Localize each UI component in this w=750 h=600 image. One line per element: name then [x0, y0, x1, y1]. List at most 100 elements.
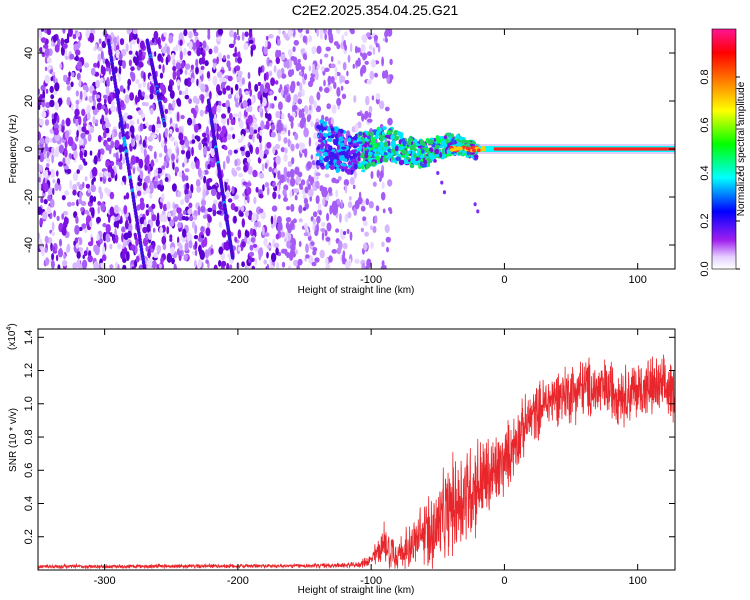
spectrogram-noise-cell — [269, 62, 273, 67]
spectrogram-noise-cell — [223, 145, 228, 151]
spectrogram-carrier-cell — [379, 157, 383, 163]
spectrogram-carrier-cell — [476, 148, 481, 153]
spectrogram-carrier-cell — [345, 145, 350, 151]
spectrogram-noise-cell — [137, 181, 143, 187]
spectrogram-noise-cell — [149, 145, 153, 152]
spectrogram-noise-cell — [247, 165, 253, 175]
spectrogram-noise-cell — [308, 34, 313, 43]
spectrogram-noise-cell — [50, 231, 56, 236]
spectrogram-noise-cell — [187, 50, 192, 56]
spectrogram-ytick-label: -40 — [23, 237, 35, 253]
spectrogram-noise-cell — [289, 254, 294, 261]
spectrogram-noise-cell — [235, 65, 241, 72]
spectrogram-noise-cell — [237, 229, 242, 239]
spectrogram-noise-cell — [46, 56, 52, 64]
snr-ytick-label: 0.8 — [23, 429, 35, 444]
spectrogram-noise-cell — [366, 79, 372, 85]
spectrogram-noise-cell — [298, 109, 303, 119]
spectrogram-noise-cell — [237, 70, 243, 77]
spectrogram-noise-cell — [210, 188, 217, 197]
spectrogram-noise-cell — [123, 205, 128, 215]
spectrogram-noise-cell — [370, 241, 374, 249]
spectrogram-noise-cell — [340, 199, 343, 208]
spectrogram-noise-cell — [209, 90, 212, 100]
spectrogram-noise-cell — [308, 174, 312, 182]
spectrogram-carrier-cell — [435, 144, 440, 150]
spectrogram-noise-cell — [65, 157, 71, 165]
spectrogram-noise-cell — [151, 124, 156, 134]
spectrogram-noise-cell — [163, 144, 168, 154]
spectrogram-noise-cell — [87, 124, 91, 131]
spectrogram-noise-cell — [257, 81, 262, 87]
spectrogram-noise-cell — [222, 55, 226, 60]
spectrogram-noise-cell — [190, 64, 194, 70]
spectrogram-noise-cell — [264, 232, 270, 237]
spectrogram-noise-cell — [279, 84, 283, 91]
spectrogram-noise-cell — [38, 182, 42, 191]
spectrogram-noise-cell — [168, 102, 172, 111]
spectrogram-noise-cell — [76, 251, 81, 259]
spectrogram-noise-cell — [241, 134, 245, 141]
spectrogram-noise-cell — [81, 108, 86, 116]
spectrogram-noise-cell — [244, 90, 250, 96]
spectrogram-carrier-cell — [393, 150, 397, 156]
spectrogram-noise-cell — [272, 181, 276, 189]
snr-panel: -300 -200 -100 0 100 0.2 0.4 0.6 0.8 1.0 1.2 1.4 He… — [6, 323, 676, 596]
spectrogram-noise-cell — [385, 236, 391, 243]
spectrogram-noise-cell — [127, 223, 133, 233]
spectrogram-noise-cell — [297, 98, 303, 105]
spectrogram-noise-cell — [353, 95, 357, 103]
spectrogram-carrier-cell — [333, 159, 338, 163]
spectrogram-noise-cell — [194, 240, 198, 250]
spectrogram-carrier-cell — [361, 164, 365, 170]
spectrogram-noise-cell — [135, 255, 140, 263]
spectrogram-xlabel: Height of straight line (km) — [298, 285, 415, 296]
spectrogram-carrier-cell — [322, 132, 327, 136]
spectrogram-tail-cell — [440, 180, 444, 185]
spectrogram-noise-cell — [244, 264, 248, 269]
spectrogram-marks — [38, 29, 675, 269]
spectrogram-noise-cell — [263, 149, 269, 156]
spectrogram-noise-cell — [53, 73, 56, 84]
spectrogram-noise-cell — [286, 251, 290, 259]
spectrogram-carrier-cell — [481, 145, 486, 150]
spectrogram-noise-cell — [264, 39, 268, 49]
spectrogram-noise-cell — [259, 129, 263, 136]
spectrogram-noise-cell — [191, 139, 196, 144]
spectrogram-noise-cell — [171, 153, 175, 161]
spectrogram-noise-cell — [159, 213, 163, 223]
spectrogram-noise-cell — [166, 155, 169, 160]
spectrogram-noise-cell — [110, 105, 116, 113]
spectrogram-noise-cell — [372, 181, 377, 187]
spectrogram-noise-cell — [239, 211, 244, 217]
spectrogram-noise-cell — [72, 171, 79, 182]
spectrogram-noise-cell — [97, 135, 102, 143]
spectrogram-noise-cell — [315, 141, 318, 147]
spectrogram-noise-cell — [158, 152, 163, 158]
spectrogram-noise-cell — [184, 242, 189, 252]
spectrogram-noise-cell — [144, 175, 151, 184]
spectrogram-carrier-cell — [450, 135, 455, 138]
spectrogram-noise-cell — [72, 262, 78, 269]
spectrogram-carrier-cell — [341, 146, 347, 150]
spectrogram-noise-cell — [283, 166, 288, 177]
spectrogram-noise-cell — [246, 186, 252, 195]
spectrogram-carrier-cell — [354, 163, 358, 170]
spectrogram-noise-cell — [87, 187, 91, 194]
spectrogram-noise-cell — [95, 94, 101, 99]
spectrogram-noise-cell — [170, 246, 176, 255]
spectrogram-noise-cell — [389, 209, 393, 214]
spectrogram-noise-cell — [142, 139, 146, 148]
spectrogram-noise-cell — [338, 240, 343, 250]
spectrogram-noise-cell — [367, 118, 373, 123]
spectrogram-noise-cell — [51, 113, 55, 120]
spectrogram-noise-cell — [259, 83, 265, 94]
spectrogram-carrier-cell — [342, 158, 348, 162]
spectrogram-noise-cell — [138, 83, 142, 89]
spectrogram-noise-cell — [232, 170, 238, 177]
snr-xtick-label: -300 — [94, 575, 116, 587]
spectrogram-noise-cell — [73, 240, 76, 246]
spectrogram-carrier-cell — [433, 159, 437, 163]
spectrogram-carrier-cell — [459, 136, 463, 141]
